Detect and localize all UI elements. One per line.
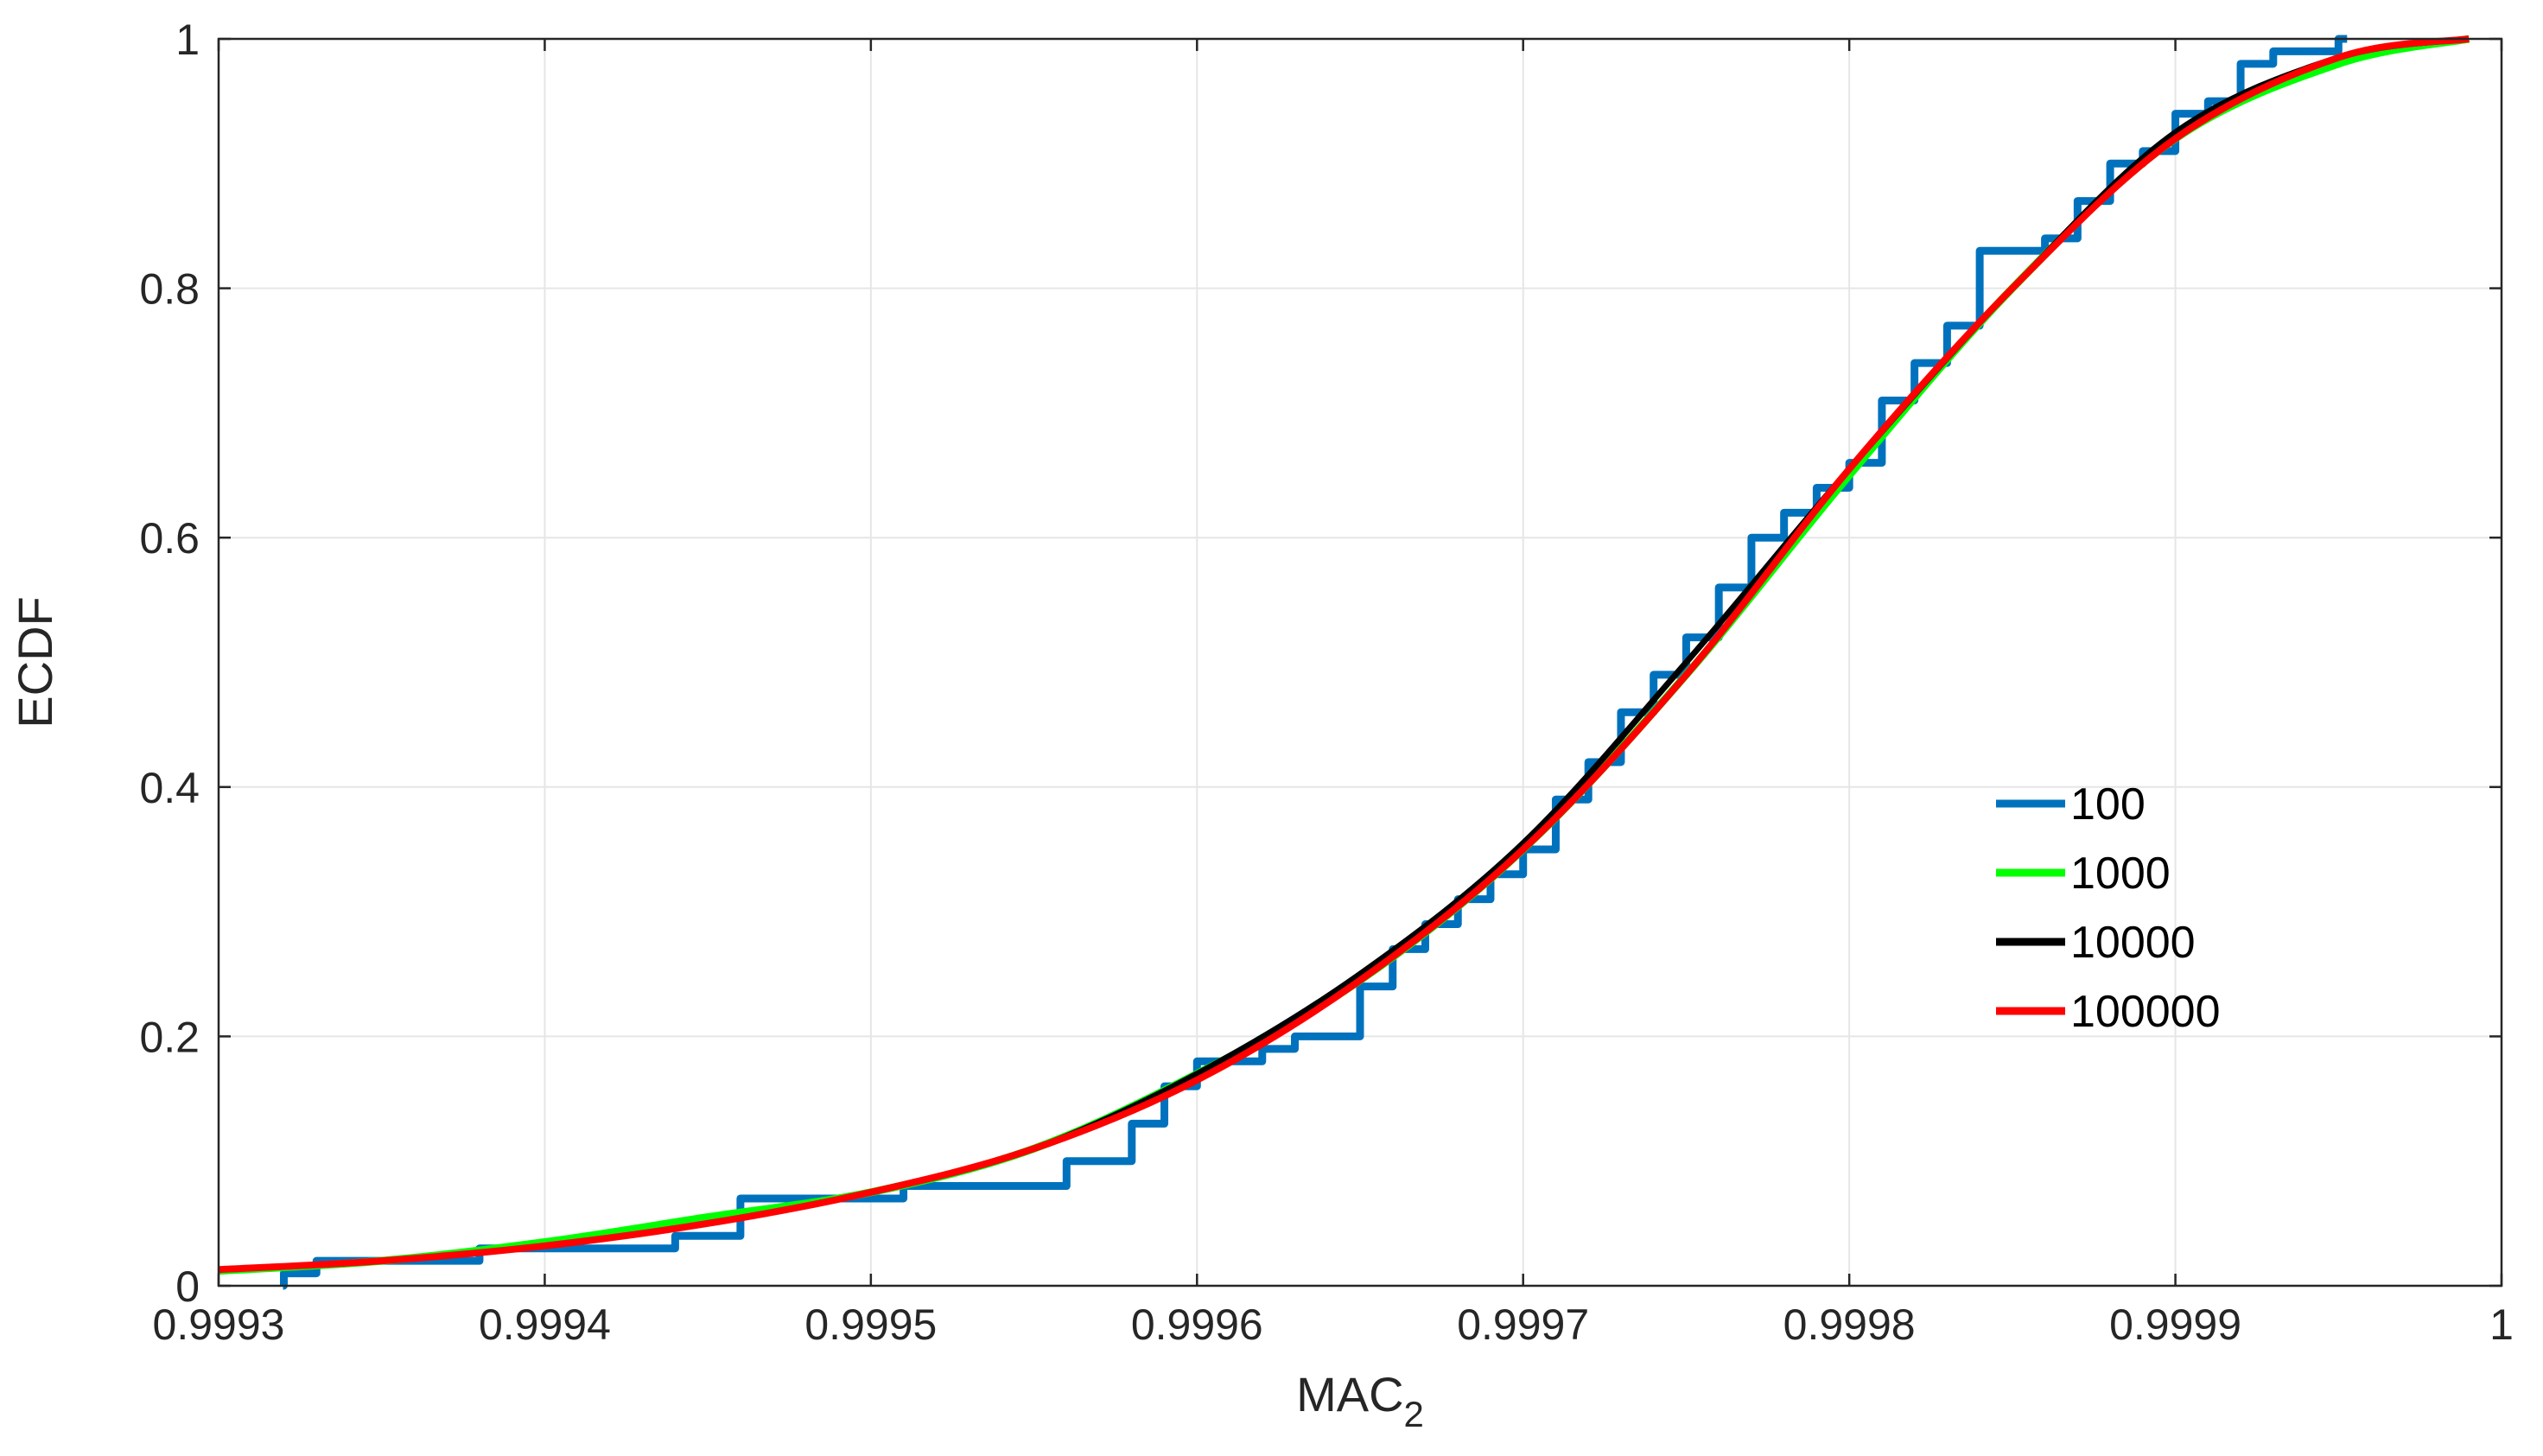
x-axis-title-subscript: 2 — [1404, 1394, 1424, 1434]
y-tick-label: 1 — [175, 16, 200, 64]
legend: 100 1000 10000 100000 — [1996, 779, 2221, 1037]
legend-label: 10000 — [2070, 918, 2196, 968]
series-line-1000 — [218, 35, 2470, 1275]
x-axis-title: MAC2 — [1296, 1367, 1424, 1434]
legend-label: 100 — [2070, 779, 2146, 830]
x-tick-label: 0.9997 — [1457, 1300, 1589, 1349]
plot-frame — [217, 37, 2503, 1288]
grid-layer — [219, 39, 2502, 1286]
y-tick-label: 0.8 — [139, 265, 200, 314]
tick-layer: 0.9993 0.9994 0.9995 0.9996 0.9997 0.9998 0.99… — [139, 16, 2513, 1349]
x-tick-label: 0.9995 — [804, 1300, 937, 1349]
y-tick-label: 0.2 — [139, 1013, 200, 1061]
y-tick-label: 0.6 — [139, 514, 200, 563]
x-tick-label: 0.9999 — [2109, 1300, 2241, 1349]
y-tick-label: 0.4 — [139, 764, 200, 812]
series-line-100000 — [218, 35, 2470, 1274]
series-line-100 — [279, 35, 2348, 1290]
x-tick-label: 1 — [2489, 1300, 2514, 1349]
legend-label: 100000 — [2070, 987, 2221, 1037]
legend-label: 1000 — [2070, 849, 2171, 899]
series-layer — [218, 35, 2470, 1290]
x-tick-label: 0.9994 — [479, 1300, 611, 1349]
y-axis-title: ECDF — [8, 596, 62, 728]
x-tick-label: 0.9993 — [153, 1300, 285, 1349]
x-axis-title-main: MAC — [1296, 1367, 1403, 1421]
series-line-10000 — [218, 35, 2470, 1273]
y-tick-label: 0 — [175, 1262, 200, 1311]
x-tick-label: 0.9996 — [1131, 1300, 1263, 1349]
x-tick-label: 0.9998 — [1783, 1300, 1916, 1349]
